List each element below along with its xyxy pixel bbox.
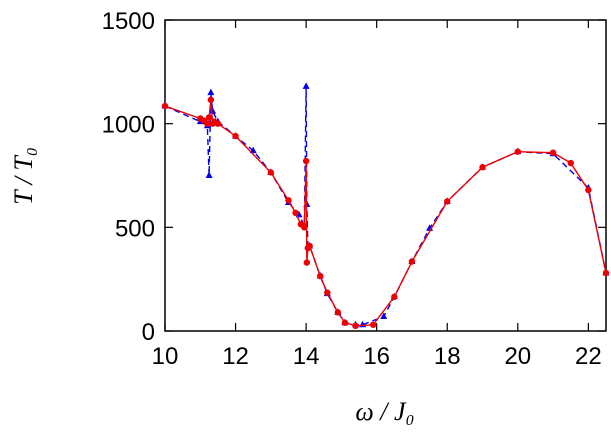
- plot-frame: [164, 19, 607, 332]
- point: [408, 258, 416, 265]
- x-tick-label: 12: [222, 343, 249, 370]
- point: [267, 169, 275, 176]
- point: [317, 272, 324, 280]
- point: [549, 149, 557, 156]
- point: [306, 242, 313, 250]
- x-tick-label: 18: [434, 343, 461, 370]
- y-axis-label: T / T₀: [9, 147, 38, 205]
- y-tick-label: 1500: [102, 8, 155, 35]
- point: [301, 224, 308, 231]
- point: [205, 114, 213, 121]
- point: [205, 171, 213, 178]
- point: [207, 96, 215, 104]
- point: [207, 88, 215, 96]
- point: [369, 321, 377, 328]
- point: [303, 259, 311, 266]
- point: [585, 186, 592, 194]
- point: [292, 209, 299, 217]
- x-axis-label: ω / J₀: [355, 397, 414, 426]
- x-tick-label: 20: [504, 343, 531, 370]
- series-line: [164, 99, 607, 327]
- y-tick-label: 0: [142, 319, 155, 346]
- x-tick-label: 16: [363, 343, 390, 370]
- point: [391, 293, 398, 300]
- point: [514, 148, 521, 155]
- point: [334, 309, 342, 316]
- point: [479, 164, 486, 171]
- x-tick-label: 10: [152, 343, 179, 370]
- point: [602, 269, 610, 277]
- x-tick-label: 14: [293, 343, 320, 370]
- point: [302, 82, 310, 89]
- point: [232, 132, 239, 140]
- point: [285, 197, 292, 204]
- point: [444, 198, 451, 205]
- point: [380, 312, 388, 319]
- y-tick-label: 1000: [102, 112, 155, 139]
- point: [567, 159, 574, 167]
- point: [214, 120, 222, 127]
- point: [204, 120, 211, 127]
- point: [352, 322, 359, 330]
- point: [161, 102, 169, 110]
- point: [302, 157, 310, 165]
- x-tick-label: 22: [575, 343, 602, 370]
- point: [341, 319, 349, 326]
- point: [324, 289, 331, 296]
- series-line: [164, 86, 607, 326]
- y-tick-label: 500: [115, 215, 155, 242]
- point: [209, 107, 217, 114]
